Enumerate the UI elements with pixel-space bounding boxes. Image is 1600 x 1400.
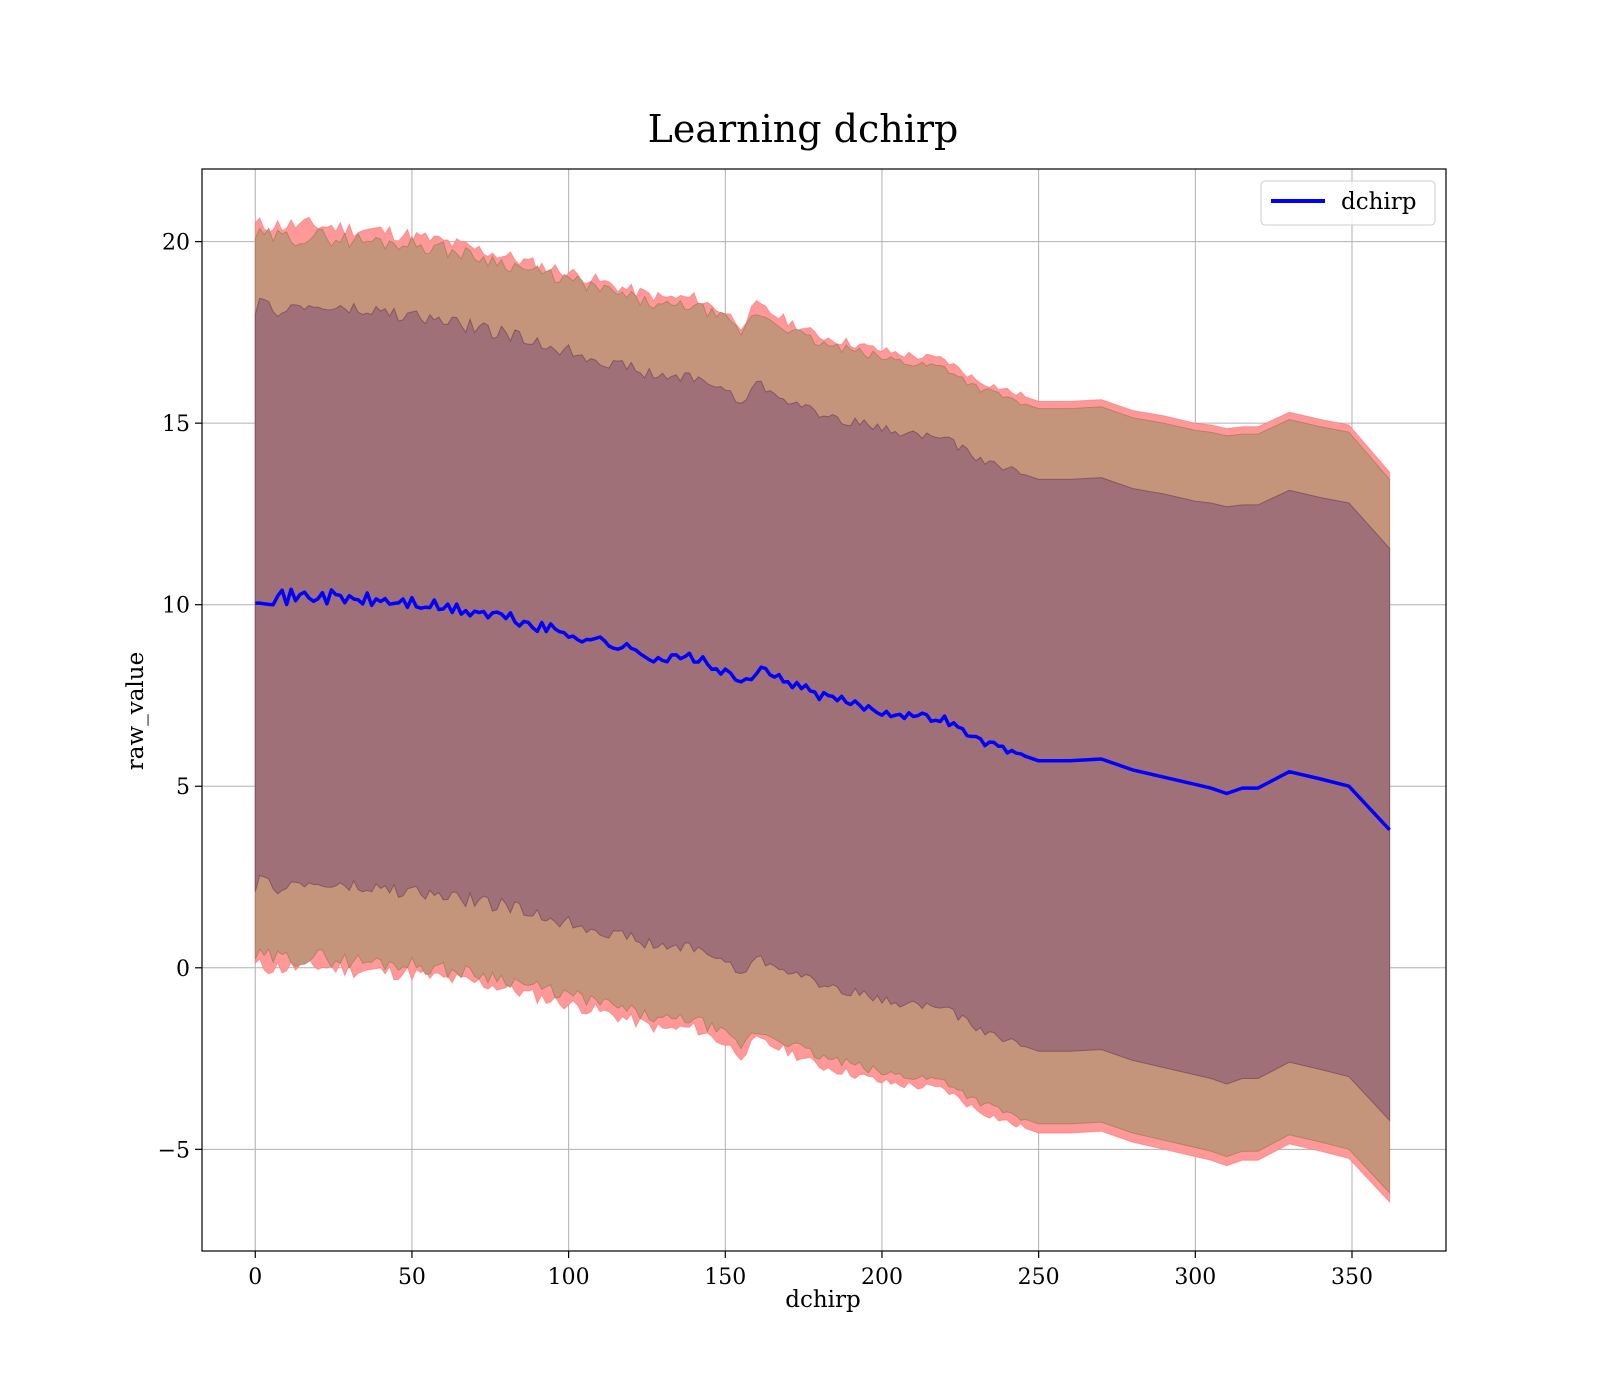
x-tick-label: 100 xyxy=(548,1265,590,1290)
x-axis-label: dchirp xyxy=(785,1287,861,1313)
y-tick-label: 0 xyxy=(176,957,190,982)
legend-box xyxy=(1260,180,1436,226)
x-tick-label: 0 xyxy=(248,1265,262,1290)
x-tick-label: 200 xyxy=(861,1265,903,1290)
x-tick-label: 300 xyxy=(1174,1265,1216,1290)
legend: dchirp xyxy=(1260,180,1436,226)
y-tick-label: −5 xyxy=(158,1138,190,1163)
series-line-dchirp xyxy=(255,587,1391,831)
inner-band xyxy=(254,297,1391,1122)
bands xyxy=(254,216,1391,1204)
y-tick-label: 10 xyxy=(162,594,190,619)
plot-frame xyxy=(201,168,1447,1252)
legend-label: dchirp xyxy=(1341,189,1417,215)
y-axis: −5 0 5 10 15 20 xyxy=(158,231,202,1163)
y-tick-label: 20 xyxy=(162,231,190,256)
x-tick-label: 150 xyxy=(704,1265,746,1290)
series-lines xyxy=(255,587,1391,831)
y-tick-label: 5 xyxy=(176,775,190,800)
y-axis-label: raw_value xyxy=(123,652,149,770)
x-axis: 0 50 100 150 200 250 300 350 xyxy=(248,1251,1373,1290)
chart-title: Learning dchirp xyxy=(648,107,959,151)
x-tick-label: 50 xyxy=(398,1265,426,1290)
x-tick-label: 350 xyxy=(1331,1265,1373,1290)
y-tick-label: 15 xyxy=(162,412,190,437)
x-tick-label: 250 xyxy=(1018,1265,1060,1290)
